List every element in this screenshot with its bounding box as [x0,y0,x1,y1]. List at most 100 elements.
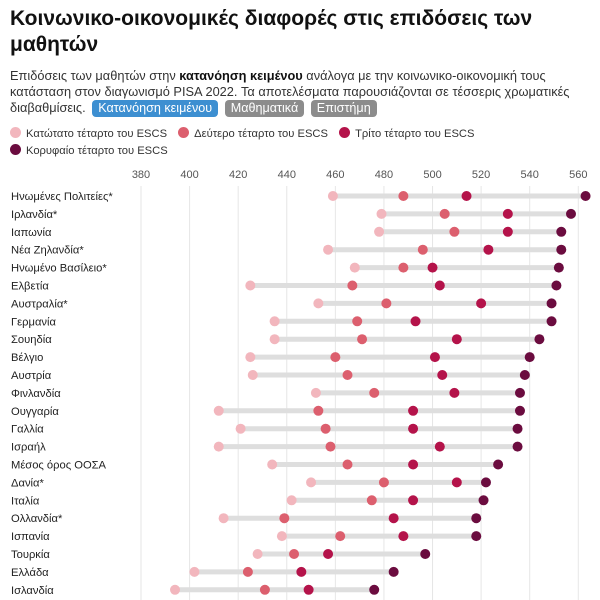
data-point-q1[interactable] [213,405,224,416]
data-point-q1[interactable] [374,226,385,237]
data-point-q3[interactable] [408,459,419,470]
data-point-q4[interactable] [524,352,535,363]
data-point-q2[interactable] [417,244,428,255]
data-point-q1[interactable] [213,441,224,452]
data-point-q4[interactable] [471,513,482,524]
data-point-q4[interactable] [514,387,525,398]
data-point-q3[interactable] [408,495,419,506]
data-point-q2[interactable] [381,298,392,309]
data-point-q2[interactable] [347,280,358,291]
data-point-q1[interactable] [245,280,256,291]
data-point-q1[interactable] [376,208,387,219]
data-point-q4[interactable] [420,549,431,559]
data-point-q2[interactable] [242,566,253,577]
data-point-q4[interactable] [553,262,564,273]
data-point-q4[interactable] [471,531,482,542]
data-point-q1[interactable] [235,423,246,434]
data-point-q3[interactable] [461,191,472,201]
legend-item-q4[interactable]: Κορυφαίο τέταρτο του ESCS [10,143,168,160]
data-point-q3[interactable] [502,208,513,219]
data-point-q2[interactable] [259,584,270,595]
data-point-q1[interactable] [218,513,229,524]
data-point-q4[interactable] [546,316,557,327]
data-point-q2[interactable] [378,477,389,488]
data-point-q1[interactable] [247,370,258,380]
data-point-q3[interactable] [408,405,419,416]
legend-item-q1[interactable]: Κατώτατο τέταρτο του ESCS [10,126,167,143]
data-point-q2[interactable] [352,316,363,327]
data-point-q1[interactable] [313,298,324,309]
data-point-q1[interactable] [269,334,280,345]
data-point-q4[interactable] [514,405,525,416]
data-point-q4[interactable] [556,226,567,237]
data-point-q3[interactable] [408,423,419,434]
data-point-q2[interactable] [398,262,409,273]
data-point-q3[interactable] [502,226,513,237]
country-label: Ιρλανδία* [11,209,58,221]
science-toggle-button[interactable]: Επιστήμη [310,100,377,117]
data-point-q4[interactable] [480,477,491,488]
data-point-q1[interactable] [245,352,256,363]
mathematics-toggle-button[interactable]: Μαθηματικά [224,100,305,117]
data-point-q4[interactable] [534,334,545,345]
data-point-q2[interactable] [342,370,353,380]
data-point-q3[interactable] [437,370,448,380]
data-point-q4[interactable] [556,244,567,255]
data-point-q3[interactable] [410,316,421,327]
data-point-q1[interactable] [267,459,278,470]
data-point-q4[interactable] [388,566,399,577]
data-point-q2[interactable] [439,208,450,219]
data-point-q4[interactable] [512,441,523,452]
data-point-q2[interactable] [279,513,290,524]
data-point-q3[interactable] [388,513,399,524]
data-point-q2[interactable] [369,387,380,398]
data-point-q2[interactable] [357,334,368,345]
data-point-q2[interactable] [289,549,300,559]
data-point-q3[interactable] [449,387,460,398]
data-point-q2[interactable] [449,226,460,237]
data-point-q2[interactable] [313,405,324,416]
data-point-q4[interactable] [512,423,523,434]
data-point-q2[interactable] [320,423,331,434]
data-point-q1[interactable] [323,244,334,255]
data-point-q1[interactable] [306,477,317,488]
data-point-q1[interactable] [276,531,287,542]
data-point-q3[interactable] [434,441,445,452]
data-point-q3[interactable] [483,244,494,255]
data-point-q2[interactable] [335,531,346,542]
data-point-q3[interactable] [427,262,438,273]
data-point-q3[interactable] [476,298,487,309]
data-point-q4[interactable] [478,495,489,506]
data-point-q1[interactable] [269,316,280,327]
reading-toggle-button[interactable]: Κατανόηση κειμένου [92,100,219,117]
data-point-q4[interactable] [519,370,530,380]
data-point-q3[interactable] [323,549,334,559]
legend-item-q2[interactable]: Δεύτερο τέταρτο του ESCS [178,126,328,143]
data-point-q4[interactable] [565,208,576,219]
legend-item-q3[interactable]: Τρίτο τέταρτο του ESCS [339,126,474,143]
data-point-q1[interactable] [189,566,200,577]
data-point-q1[interactable] [170,584,181,595]
data-point-q1[interactable] [286,495,297,506]
data-point-q3[interactable] [429,352,440,363]
data-point-q3[interactable] [451,334,462,345]
data-point-q2[interactable] [398,191,409,201]
data-point-q3[interactable] [398,531,409,542]
data-point-q2[interactable] [366,495,377,506]
data-point-q3[interactable] [451,477,462,488]
data-point-q4[interactable] [493,459,504,470]
data-point-q4[interactable] [369,584,380,595]
data-point-q1[interactable] [252,549,263,559]
data-point-q3[interactable] [296,566,307,577]
data-point-q2[interactable] [330,352,341,363]
data-point-q4[interactable] [580,191,591,201]
data-point-q1[interactable] [310,387,321,398]
data-point-q4[interactable] [546,298,557,309]
data-point-q2[interactable] [325,441,336,452]
data-point-q3[interactable] [434,280,445,291]
data-point-q2[interactable] [342,459,353,470]
data-point-q3[interactable] [303,584,314,595]
data-point-q4[interactable] [551,280,562,291]
data-point-q1[interactable] [327,191,338,201]
data-point-q1[interactable] [349,262,360,273]
